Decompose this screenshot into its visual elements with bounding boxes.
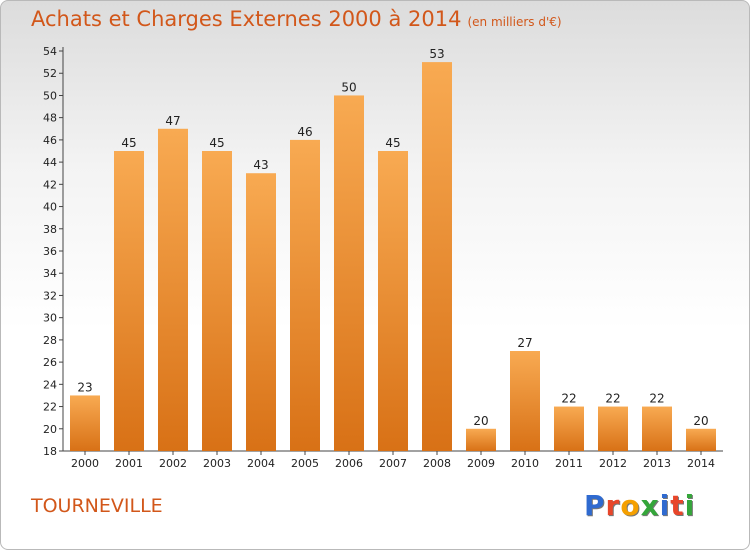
data-label: 43: [253, 158, 268, 172]
bar: [466, 428, 496, 451]
axes: 18 20 22 24 26 28 30 32 34 36 38 40 42 44 46 48 50 52 54 20…: [43, 45, 723, 470]
chart-title-text: Achats et Charges Externes 2000 à 2014: [31, 7, 462, 31]
data-label: 45: [209, 136, 224, 150]
y-tick-label: 26: [43, 356, 57, 369]
bar: [70, 395, 100, 451]
data-label: 22: [561, 392, 576, 406]
y-tick-label: 44: [43, 156, 57, 169]
bar: [246, 173, 276, 451]
y-tick-label: 52: [43, 67, 57, 80]
y-tick-label: 38: [43, 223, 57, 236]
bar: [334, 95, 364, 451]
y-tick-label: 20: [43, 423, 57, 436]
bar: [290, 139, 320, 451]
logo-letter: x: [640, 489, 660, 522]
logo-letter: t: [670, 489, 685, 522]
data-label: 20: [473, 414, 488, 428]
x-tick-label: 2006: [335, 457, 363, 470]
data-label: 22: [649, 392, 664, 406]
bar: [642, 406, 672, 451]
bar: [158, 128, 188, 451]
y-tick-label: 46: [43, 134, 57, 147]
data-labels: 23 45 47 45 43 46 50 45 53 20 27 22 22 22 20: [77, 47, 708, 428]
data-label: 22: [605, 392, 620, 406]
logo-letter: i: [684, 489, 696, 522]
bar: [378, 151, 408, 451]
data-label: 50: [341, 80, 356, 94]
bar: [554, 406, 584, 451]
bar: [202, 151, 232, 451]
y-tick-label: 36: [43, 245, 57, 258]
y-tick-label: 28: [43, 334, 57, 347]
x-tick-label: 2011: [555, 457, 583, 470]
x-tick-label: 2001: [115, 457, 143, 470]
bar: [422, 62, 452, 451]
y-tick-label: 34: [43, 267, 57, 280]
commune-name: TOURNEVILLE: [31, 495, 163, 517]
x-tick-label: 2012: [599, 457, 627, 470]
data-label: 45: [121, 136, 136, 150]
y-tick-label: 54: [43, 45, 57, 58]
data-label: 45: [385, 136, 400, 150]
x-tick-label: 2005: [291, 457, 319, 470]
x-tick-label: 2003: [203, 457, 231, 470]
y-tick-label: 40: [43, 201, 57, 214]
y-tick-label: 30: [43, 312, 57, 325]
x-tick-label: 2009: [467, 457, 495, 470]
x-tick-label: 2010: [511, 457, 539, 470]
chart-title: Achats et Charges Externes 2000 à 2014 (e…: [31, 7, 562, 31]
bar: [510, 351, 540, 451]
x-tick-label: 2013: [643, 457, 671, 470]
bar: [598, 406, 628, 451]
proxiti-logo: Proxiti: [584, 489, 695, 522]
y-tick-label: 18: [43, 445, 57, 458]
x-tick-label: 2007: [379, 457, 407, 470]
y-tick-label: 22: [43, 401, 57, 414]
y-tick-label: 42: [43, 178, 57, 191]
data-label: 27: [517, 336, 532, 350]
data-label: 53: [429, 47, 444, 61]
chart-subtitle: (en milliers d'€): [467, 15, 562, 29]
bar: [686, 428, 716, 451]
x-tick-label: 2002: [159, 457, 187, 470]
x-tick-label: 2008: [423, 457, 451, 470]
logo-letter: o: [620, 489, 641, 522]
logo-letter: i: [659, 489, 671, 522]
y-tick-label: 48: [43, 112, 57, 125]
data-label: 23: [77, 380, 92, 394]
data-label: 20: [693, 414, 708, 428]
y-tick-label: 32: [43, 289, 57, 302]
y-tick-label: 24: [43, 378, 57, 391]
x-tick-label: 2004: [247, 457, 275, 470]
bars: [70, 62, 716, 451]
x-tick-label: 2000: [71, 457, 99, 470]
x-tick-label: 2014: [687, 457, 715, 470]
data-label: 47: [165, 114, 180, 128]
logo-letter: r: [605, 489, 621, 522]
data-label: 46: [297, 125, 312, 139]
bar: [114, 151, 144, 451]
logo-letter: P: [584, 489, 606, 522]
y-tick-label: 50: [43, 89, 57, 102]
